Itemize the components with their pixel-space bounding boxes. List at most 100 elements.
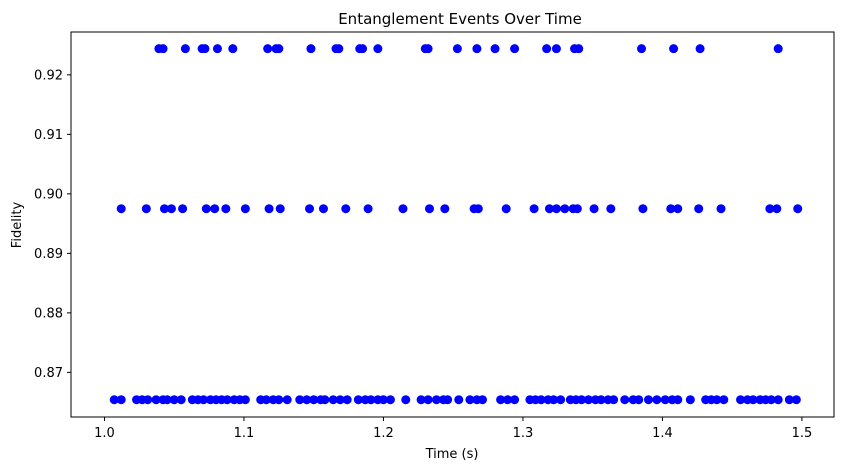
data-point (275, 204, 285, 214)
data-point (176, 395, 186, 405)
data-point (503, 395, 513, 405)
data-point (536, 395, 546, 405)
data-point (341, 204, 351, 214)
data-point (116, 204, 126, 214)
data-point (306, 44, 316, 54)
data-point (589, 204, 599, 214)
data-point (773, 395, 783, 405)
data-point (501, 204, 511, 214)
data-point (305, 204, 315, 214)
data-point (353, 395, 363, 405)
data-point (465, 395, 475, 405)
data-point (490, 44, 500, 54)
data-point (556, 395, 566, 405)
data-point (572, 204, 582, 214)
data-point (221, 204, 231, 214)
data-point (685, 395, 695, 405)
data-point (222, 395, 232, 405)
data-point (577, 395, 587, 405)
data-point (643, 395, 653, 405)
data-point (274, 44, 284, 54)
data-point (228, 44, 238, 54)
data-point (606, 204, 616, 214)
data-point (274, 395, 284, 405)
y-tick-label: 0.92 (34, 68, 63, 83)
data-point (342, 395, 352, 405)
data-point (398, 204, 408, 214)
data-point (116, 395, 126, 405)
x-tick-label: 1.1 (234, 426, 255, 441)
data-point (609, 395, 619, 405)
data-point (180, 44, 190, 54)
data-point (443, 395, 453, 405)
data-point (302, 395, 312, 405)
data-point (416, 395, 426, 405)
data-point (634, 395, 644, 405)
data-point (560, 204, 570, 214)
data-point (793, 204, 803, 214)
data-point (200, 44, 210, 54)
data-point (261, 395, 271, 405)
data-point (373, 44, 383, 54)
data-point (401, 395, 411, 405)
y-axis-ticks: 0.87 0.88 0.89 0.90 0.91 0.92 (34, 68, 71, 381)
plot-frame (70, 31, 835, 418)
data-point (765, 204, 775, 214)
data-point (748, 395, 758, 405)
data-point (452, 44, 462, 54)
data-point (529, 204, 539, 214)
data-point (496, 395, 506, 405)
data-point (549, 395, 559, 405)
data-point (162, 395, 172, 405)
data-point (712, 395, 722, 405)
data-point (666, 204, 676, 214)
data-point (334, 44, 344, 54)
data-point (510, 395, 520, 405)
data-point (210, 204, 220, 214)
data-point (440, 204, 450, 214)
data-point (159, 204, 169, 214)
data-point (544, 204, 554, 214)
data-point (282, 395, 292, 405)
data-point (637, 44, 647, 54)
data-point (240, 204, 250, 214)
data-point (694, 204, 704, 214)
data-point (784, 395, 794, 405)
y-tick-label: 0.87 (34, 366, 63, 381)
y-axis-label: Fidelity (10, 201, 25, 248)
x-tick-label: 1.5 (792, 426, 813, 441)
data-point (551, 44, 561, 54)
data-point (240, 395, 250, 405)
data-point (673, 395, 683, 405)
data-point (169, 395, 179, 405)
data-point (669, 44, 679, 54)
data-point (309, 395, 319, 405)
data-point (716, 204, 726, 214)
data-point (673, 204, 683, 214)
data-point (551, 204, 561, 214)
data-point (201, 204, 211, 214)
data-point (335, 395, 345, 405)
y-tick-label: 0.91 (34, 128, 63, 143)
data-point (791, 395, 801, 405)
data-point (584, 395, 594, 405)
y-tick-label: 0.90 (34, 187, 63, 202)
data-point (143, 395, 153, 405)
data-point (385, 395, 395, 405)
data-point (264, 204, 274, 214)
y-tick-label: 0.89 (34, 247, 63, 262)
data-point (295, 395, 305, 405)
data-point (358, 44, 368, 54)
data-point (766, 395, 776, 405)
data-point (695, 44, 705, 54)
data-point (620, 395, 630, 405)
data-point (736, 395, 746, 405)
data-point (366, 395, 376, 405)
data-point (772, 204, 782, 214)
data-point (510, 44, 520, 54)
data-point (328, 395, 338, 405)
data-point (141, 204, 151, 214)
data-point (719, 395, 729, 405)
